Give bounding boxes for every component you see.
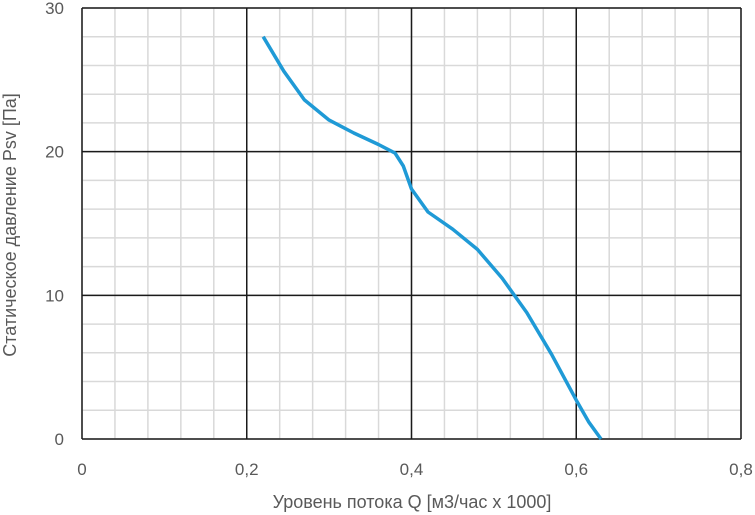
y-tick-label: 30 — [45, 0, 64, 18]
x-tick-label: 0,8 — [729, 460, 753, 479]
y-axis-title: Статическое давление Psv [Па] — [0, 93, 20, 357]
y-axis-tick-labels: 0 10 20 30 — [45, 0, 64, 449]
major-gridlines — [81, 7, 742, 440]
x-axis-title: Уровень потока Q [м3/час x 1000] — [273, 492, 552, 512]
y-tick-label: 10 — [45, 286, 64, 305]
x-tick-label: 0 — [77, 460, 86, 479]
x-axis-tick-labels: 0 0,2 0,4 0,6 0,8 — [77, 460, 753, 479]
series-layer — [261, 35, 603, 441]
series-line — [261, 35, 603, 441]
x-tick-label: 0,4 — [400, 460, 424, 479]
x-tick-label: 0,6 — [564, 460, 588, 479]
y-tick-label: 0 — [55, 430, 64, 449]
y-tick-label: 20 — [45, 143, 64, 162]
x-tick-label: 0,2 — [235, 460, 259, 479]
